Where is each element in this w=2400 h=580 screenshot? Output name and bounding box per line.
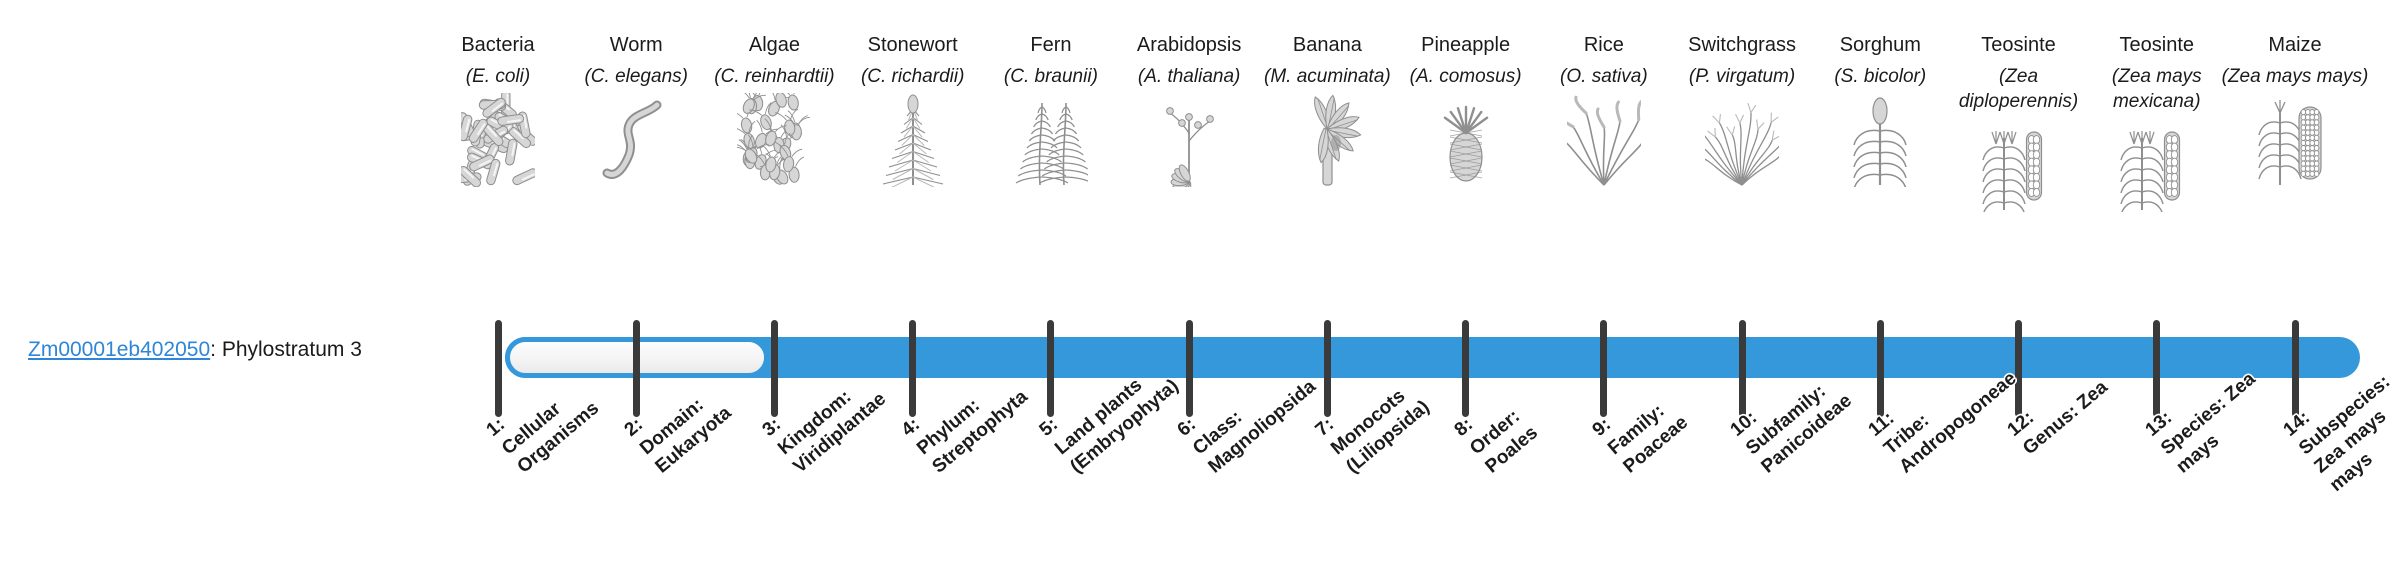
species-column-sorghum: Sorghum (S. bicolor) bbox=[1805, 32, 1955, 187]
tick-mark-6 bbox=[1185, 320, 1193, 417]
species-common-name: Fern bbox=[1030, 34, 1072, 56]
tick-mark-10 bbox=[1738, 320, 1746, 417]
teosinte-plant-and-ear-illustration bbox=[2082, 120, 2232, 212]
species-common-name: Arabidopsis bbox=[1136, 34, 1242, 56]
species-common-name: Teosinte bbox=[1981, 34, 2056, 56]
species-scientific-name: (C. reinhardtii) bbox=[714, 66, 835, 87]
species-scientific-name: (O. sativa) bbox=[1560, 66, 1648, 87]
tick-mark-1 bbox=[494, 320, 502, 417]
bar-filled-track bbox=[505, 337, 2360, 378]
nematode-worm-illustration bbox=[561, 95, 711, 187]
species-common-name: Worm bbox=[609, 34, 663, 56]
tick-mark-2 bbox=[632, 320, 640, 417]
bacteria-rods-illustration bbox=[423, 93, 573, 187]
arabidopsis-plant-illustration bbox=[1114, 95, 1264, 187]
banana-tree-illustration bbox=[1252, 94, 1402, 187]
species-header-row: Bacteria (E. coli) bbox=[423, 32, 2370, 212]
species-common-name: Switchgrass bbox=[1688, 34, 1796, 56]
species-common-name: Banana bbox=[1292, 34, 1362, 56]
species-column-algae: Algae (C. reinhardtii) bbox=[699, 32, 849, 187]
tick-mark-7 bbox=[1323, 320, 1331, 417]
species-column-teosinte: Teosinte (Zea mays mexicana) bbox=[2082, 32, 2232, 212]
tick-mark-13 bbox=[2153, 320, 2161, 417]
species-column-switchgrass: Switchgrass (P. virgatum) bbox=[1667, 32, 1817, 187]
species-common-name: Pineapple bbox=[1421, 34, 1511, 56]
species-column-fern: Fern (C. braunii) bbox=[976, 32, 1126, 187]
species-column-bacteria: Bacteria (E. coli) bbox=[423, 32, 573, 187]
tick-mark-8 bbox=[1462, 320, 1470, 417]
stonewort-plant-illustration bbox=[838, 94, 988, 187]
gene-phylostratum-value: Phylostratum 3 bbox=[221, 338, 362, 361]
species-scientific-name: (Zea mays mexicana) bbox=[2111, 66, 2202, 112]
species-column-teosinte: Teosinte (Zea diploperennis) bbox=[1944, 32, 2094, 212]
tick-mark-4 bbox=[909, 320, 917, 417]
species-scientific-name: (C. braunii) bbox=[1003, 66, 1098, 87]
species-scientific-name: (P. virgatum) bbox=[1688, 66, 1796, 87]
species-scientific-name: (A. thaliana) bbox=[1137, 66, 1241, 87]
species-common-name: Maize bbox=[2268, 34, 2322, 56]
species-common-name: Algae bbox=[748, 34, 801, 56]
algae-cells-illustration bbox=[699, 93, 849, 187]
species-common-name: Teosinte bbox=[2119, 34, 2195, 56]
species-common-name: Bacteria bbox=[461, 34, 535, 56]
species-scientific-name: (C. richardii) bbox=[860, 66, 965, 87]
fern-frond-illustration bbox=[976, 95, 1126, 187]
species-scientific-name: (Zea diploperennis) bbox=[1958, 66, 2079, 112]
species-column-worm: Worm (C. elegans) bbox=[561, 32, 711, 187]
tick-mark-11 bbox=[1876, 320, 1884, 417]
species-scientific-name: (Zea mays mays) bbox=[2221, 66, 2369, 87]
pineapple-fruit-illustration bbox=[1391, 95, 1541, 187]
rice-plant-illustration bbox=[1529, 95, 1679, 187]
teosinte-plant-and-ear-illustration bbox=[1944, 120, 2094, 212]
tick-mark-12 bbox=[2015, 320, 2023, 417]
species-common-name: Stonewort bbox=[867, 34, 958, 56]
tick-mark-5 bbox=[1047, 320, 1055, 417]
species-scientific-name: (C. elegans) bbox=[584, 66, 688, 87]
species-column-stonewort: Stonewort (C. richardii) bbox=[838, 32, 988, 187]
switchgrass-clump-illustration bbox=[1667, 95, 1817, 187]
gene-phylostratum-label: Zm00001eb402050: Phylostratum 3 bbox=[28, 337, 448, 363]
maize-plant-and-ear-illustration bbox=[2220, 95, 2370, 187]
tick-mark-9 bbox=[1600, 320, 1608, 417]
gene-accession-link[interactable]: Zm00001eb402050 bbox=[28, 338, 211, 361]
species-column-pineapple: Pineapple (A. comosus) bbox=[1391, 32, 1541, 187]
species-column-arabidopsis: Arabidopsis (A. thaliana) bbox=[1114, 32, 1264, 187]
species-column-rice: Rice (O. sativa) bbox=[1529, 32, 1679, 187]
tick-mark-3 bbox=[770, 320, 778, 417]
species-scientific-name: (M. acuminata) bbox=[1264, 66, 1391, 87]
species-column-banana: Banana (M. acuminata) bbox=[1252, 32, 1402, 187]
species-column-maize: Maize (Zea mays mays) bbox=[2220, 32, 2370, 187]
gene-label-separator: : bbox=[210, 338, 222, 361]
species-common-name: Rice bbox=[1583, 34, 1624, 56]
species-scientific-name: (S. bicolor) bbox=[1834, 66, 1927, 87]
species-scientific-name: (A. comosus) bbox=[1409, 66, 1522, 87]
species-common-name: Sorghum bbox=[1839, 34, 1921, 56]
sorghum-plant-illustration bbox=[1805, 95, 1955, 187]
tick-mark-14 bbox=[2291, 320, 2299, 417]
species-scientific-name: (E. coli) bbox=[465, 66, 531, 87]
